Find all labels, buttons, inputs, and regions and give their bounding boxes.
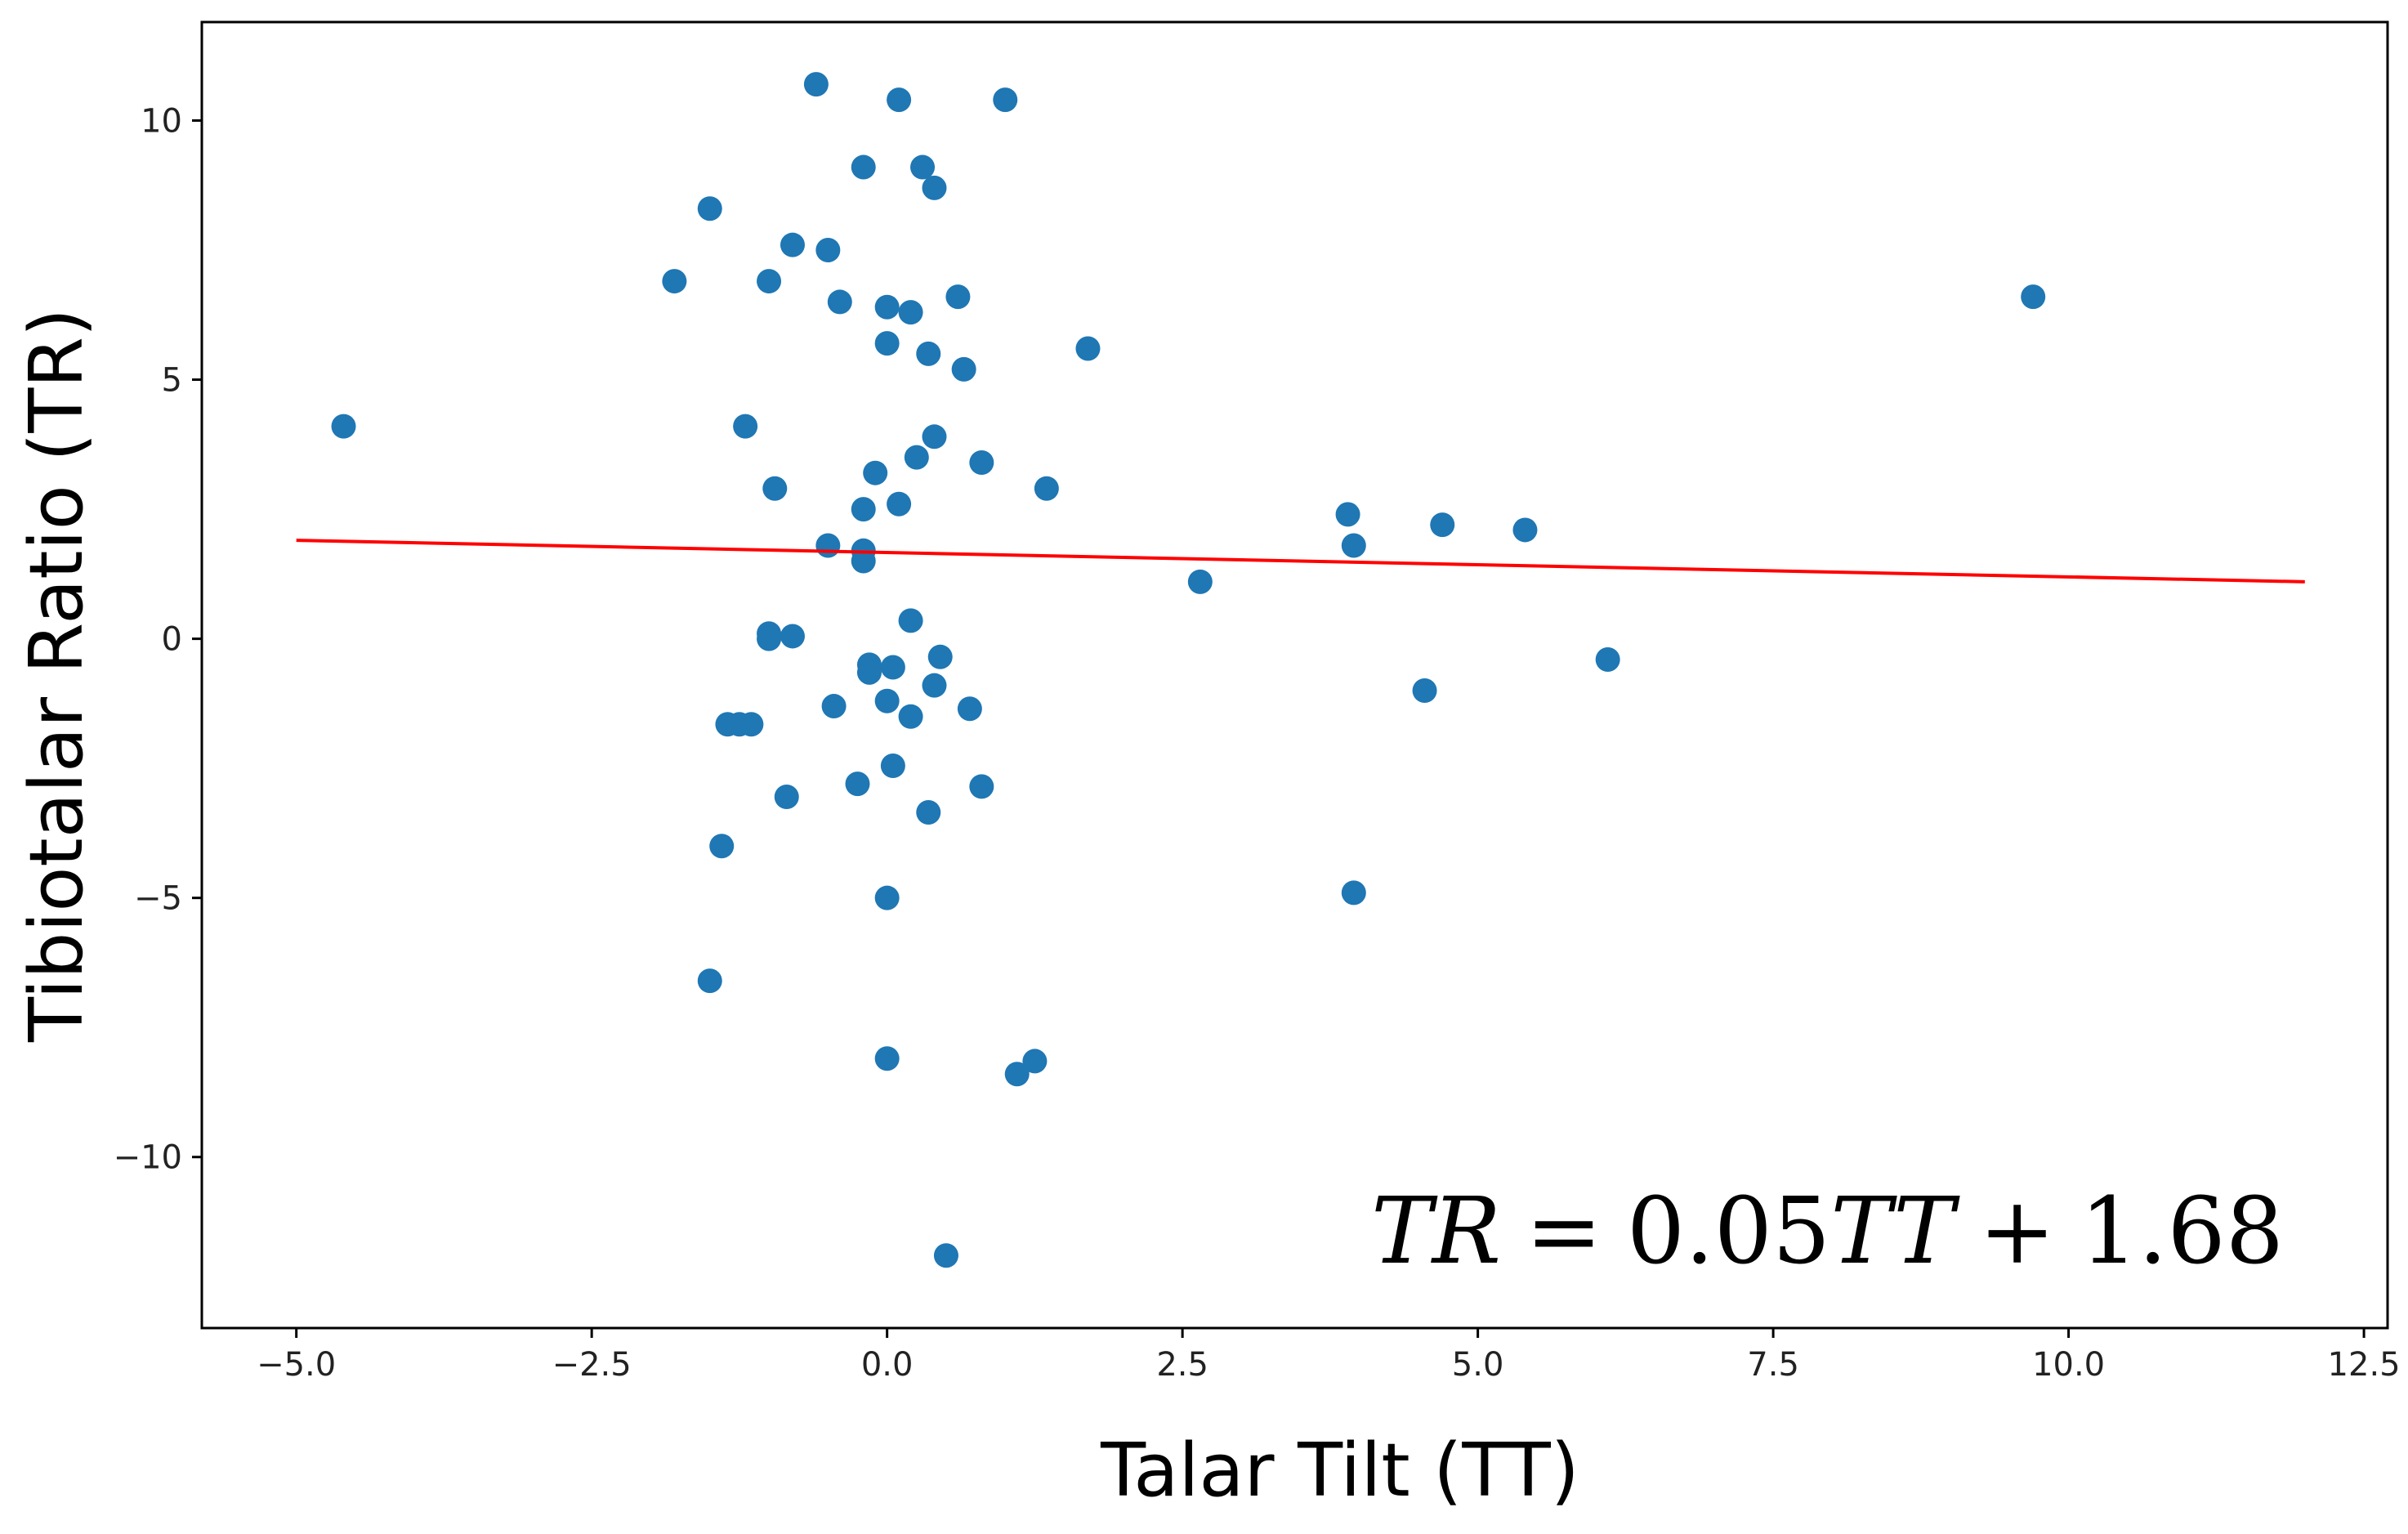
data-point bbox=[780, 232, 805, 257]
data-points bbox=[331, 72, 2046, 1268]
data-point bbox=[757, 626, 782, 651]
data-point bbox=[874, 885, 900, 910]
data-point bbox=[887, 491, 912, 517]
x-tick-label: −5.0 bbox=[257, 1346, 336, 1384]
x-axis-ticks: −5.0 −2.5 0.0 2.5 5.0 7.5 10.0 12.5 bbox=[257, 1328, 2401, 1384]
data-point bbox=[821, 694, 847, 719]
data-point bbox=[1075, 336, 1101, 361]
x-tick-label: 2.5 bbox=[1156, 1346, 1208, 1384]
y-axis-title: Tibiotalar Ratio (TR) bbox=[14, 308, 100, 1043]
x-tick-label: 5.0 bbox=[1452, 1346, 1504, 1384]
plot-frame bbox=[200, 20, 2389, 1330]
y-tick-label: 0 bbox=[162, 621, 182, 659]
data-point bbox=[863, 460, 888, 485]
x-tick-label: −2.5 bbox=[552, 1346, 632, 1384]
data-point bbox=[851, 497, 876, 522]
data-point bbox=[1512, 517, 1538, 543]
y-tick-label: 10 bbox=[141, 102, 182, 140]
data-point bbox=[1341, 880, 1366, 906]
equation-label: TR = 0.05TT +1.68 bbox=[1371, 1178, 2284, 1285]
data-point bbox=[739, 712, 764, 737]
fit-line-group bbox=[296, 539, 2305, 584]
data-point bbox=[1595, 646, 1620, 672]
x-axis-title: Talar Tilt (TT) bbox=[1100, 1428, 1579, 1514]
data-point bbox=[1341, 533, 1366, 558]
data-point bbox=[2021, 284, 2046, 310]
data-point bbox=[898, 300, 923, 325]
data-point bbox=[922, 673, 947, 698]
y-tick-label: −10 bbox=[114, 1139, 182, 1177]
data-point bbox=[1412, 678, 1437, 704]
x-tick-label: 7.5 bbox=[1747, 1346, 1799, 1384]
data-point bbox=[922, 175, 947, 200]
data-point bbox=[933, 1243, 958, 1268]
data-point bbox=[803, 72, 829, 97]
data-point bbox=[733, 414, 758, 439]
data-point bbox=[815, 238, 841, 263]
data-point bbox=[880, 753, 905, 778]
data-point bbox=[969, 774, 994, 799]
data-point bbox=[1004, 1062, 1030, 1087]
data-point bbox=[910, 154, 936, 180]
data-point bbox=[1335, 502, 1360, 527]
data-point bbox=[898, 704, 923, 729]
data-point bbox=[916, 800, 941, 825]
data-point bbox=[957, 696, 982, 722]
data-point bbox=[951, 356, 976, 382]
data-point bbox=[927, 644, 953, 669]
data-point bbox=[887, 87, 912, 113]
x-tick-label: 12.5 bbox=[2328, 1346, 2401, 1384]
data-point bbox=[874, 1046, 900, 1071]
data-point bbox=[922, 424, 947, 449]
y-tick-label: 5 bbox=[162, 362, 182, 400]
data-point bbox=[856, 660, 882, 685]
data-point bbox=[780, 624, 805, 649]
data-point bbox=[845, 771, 870, 797]
data-point bbox=[874, 331, 900, 356]
data-point bbox=[662, 269, 687, 294]
data-point bbox=[774, 785, 799, 810]
data-point bbox=[916, 341, 941, 366]
data-point bbox=[757, 269, 782, 294]
data-point bbox=[993, 87, 1018, 113]
fit-line bbox=[296, 539, 2305, 584]
data-point bbox=[880, 655, 905, 680]
data-point bbox=[827, 289, 852, 315]
data-point bbox=[1430, 512, 1455, 538]
data-point bbox=[331, 414, 356, 439]
data-point bbox=[697, 968, 722, 994]
data-point bbox=[969, 450, 994, 476]
data-point bbox=[815, 533, 841, 558]
data-point bbox=[1022, 1049, 1048, 1074]
data-point bbox=[851, 548, 876, 574]
data-point bbox=[762, 476, 788, 501]
data-point bbox=[1187, 569, 1213, 594]
data-point bbox=[874, 688, 900, 713]
data-point bbox=[709, 834, 735, 859]
data-point bbox=[898, 608, 923, 633]
y-axis-ticks: 10 5 0 −5 −10 bbox=[114, 102, 202, 1177]
data-point bbox=[904, 445, 929, 470]
data-point bbox=[874, 294, 900, 320]
data-point bbox=[1034, 476, 1059, 501]
x-tick-label: 0.0 bbox=[861, 1346, 914, 1384]
data-point bbox=[851, 154, 876, 180]
y-tick-label: −5 bbox=[134, 880, 182, 918]
data-point bbox=[945, 284, 971, 310]
x-tick-label: 10.0 bbox=[2032, 1346, 2105, 1384]
data-point bbox=[697, 196, 722, 221]
